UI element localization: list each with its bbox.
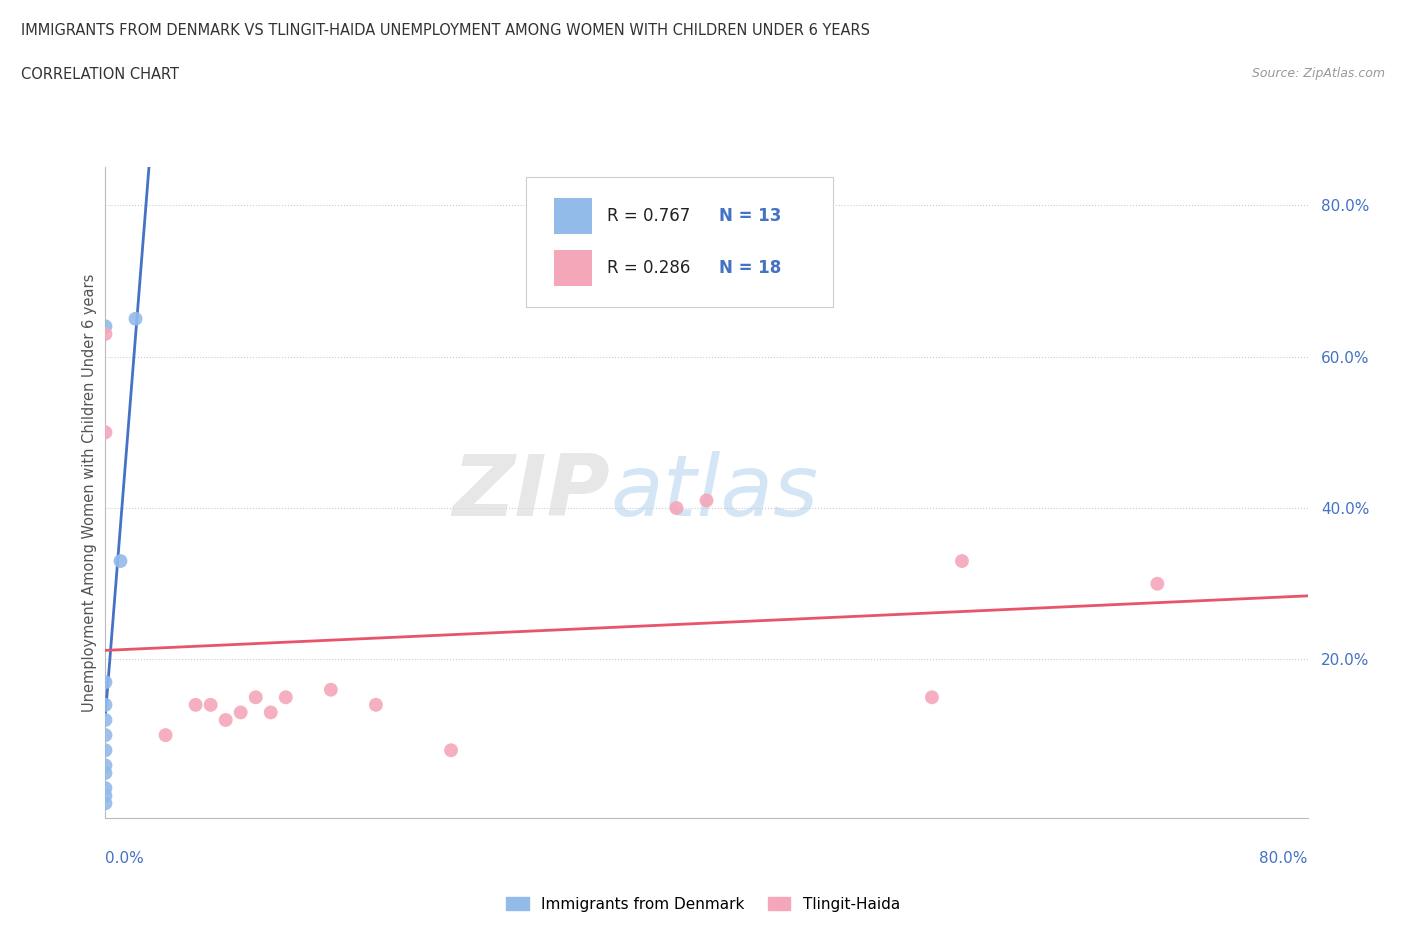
Text: N = 18: N = 18 xyxy=(718,259,780,277)
Point xyxy=(184,698,207,712)
Point xyxy=(200,698,222,712)
FancyBboxPatch shape xyxy=(526,178,832,308)
Point xyxy=(155,727,177,742)
Point xyxy=(214,712,236,727)
Point xyxy=(260,705,283,720)
Point xyxy=(94,743,117,758)
Point xyxy=(950,553,973,568)
Point xyxy=(124,312,146,326)
Point xyxy=(229,705,252,720)
Point xyxy=(921,690,943,705)
Point xyxy=(94,765,117,780)
Point xyxy=(94,796,117,811)
Text: R = 0.286: R = 0.286 xyxy=(607,259,690,277)
Point xyxy=(94,712,117,727)
Bar xyxy=(554,198,592,234)
Point xyxy=(319,683,342,698)
Point xyxy=(440,743,463,758)
Legend: Immigrants from Denmark, Tlingit-Haida: Immigrants from Denmark, Tlingit-Haida xyxy=(501,890,905,918)
Point xyxy=(94,425,117,440)
Point xyxy=(94,758,117,773)
Text: Source: ZipAtlas.com: Source: ZipAtlas.com xyxy=(1251,67,1385,80)
Point xyxy=(245,690,267,705)
Point xyxy=(110,553,132,568)
Point xyxy=(274,690,297,705)
Point xyxy=(1146,577,1168,591)
Point xyxy=(94,326,117,341)
Text: CORRELATION CHART: CORRELATION CHART xyxy=(21,67,179,82)
Point xyxy=(94,789,117,804)
Text: R = 0.767: R = 0.767 xyxy=(607,207,690,225)
Point xyxy=(364,698,387,712)
Point xyxy=(94,319,117,334)
Bar xyxy=(554,250,592,286)
Text: atlas: atlas xyxy=(610,451,818,535)
Point xyxy=(696,493,718,508)
Text: 80.0%: 80.0% xyxy=(1260,851,1308,866)
Text: 0.0%: 0.0% xyxy=(105,851,145,866)
Point xyxy=(94,698,117,712)
Point xyxy=(94,780,117,795)
Point xyxy=(94,674,117,689)
Text: IMMIGRANTS FROM DENMARK VS TLINGIT-HAIDA UNEMPLOYMENT AMONG WOMEN WITH CHILDREN : IMMIGRANTS FROM DENMARK VS TLINGIT-HAIDA… xyxy=(21,23,870,38)
Text: N = 13: N = 13 xyxy=(718,207,780,225)
Y-axis label: Unemployment Among Women with Children Under 6 years: Unemployment Among Women with Children U… xyxy=(82,273,97,712)
Text: ZIP: ZIP xyxy=(453,451,610,535)
Point xyxy=(94,727,117,742)
Point xyxy=(665,500,688,515)
